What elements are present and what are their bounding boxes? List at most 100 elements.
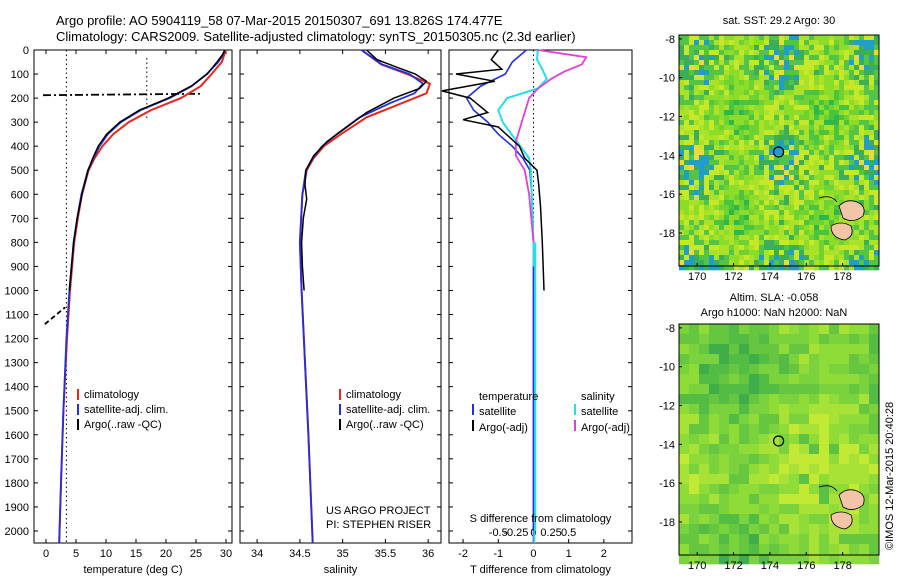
map-cell: [874, 35, 880, 41]
map-cell: [804, 145, 810, 151]
legend-label: climatology: [84, 389, 140, 401]
map-cell: [859, 145, 865, 151]
map-cell: [739, 190, 745, 196]
map-cell: [714, 180, 720, 186]
map-cell: [749, 60, 755, 66]
map-cell: [769, 170, 775, 176]
map-cell: [679, 130, 685, 136]
map-cell: [809, 160, 815, 166]
map-cell: [744, 165, 750, 171]
map-cell: [824, 230, 830, 236]
map-cell: [794, 225, 800, 231]
map-cell: [789, 324, 800, 335]
map-cell: [759, 514, 770, 525]
map-cell: [749, 444, 760, 455]
map-cell: [859, 344, 870, 355]
map-cell: [839, 190, 845, 196]
map-cell: [799, 80, 805, 86]
map-cell: [804, 140, 810, 146]
map-cell: [839, 150, 845, 156]
map-cell: [799, 35, 805, 41]
map-cell: [809, 100, 815, 106]
map-cell: [709, 80, 715, 86]
map-cell: [774, 190, 780, 196]
map-cell: [709, 85, 715, 91]
map-cell: [699, 265, 705, 271]
map-cell: [824, 245, 830, 251]
map-cell: [684, 110, 690, 116]
map-cell: [759, 364, 770, 375]
map-cell: [739, 70, 745, 76]
map-cell: [694, 170, 700, 176]
map-cell: [864, 105, 870, 111]
map-cell: [724, 110, 730, 116]
legend-label: satellite-adj. clim.: [346, 404, 430, 416]
map-cell: [744, 160, 750, 166]
map-cell: [774, 35, 780, 41]
map-cell: [874, 180, 880, 186]
map-cell: [824, 75, 830, 81]
map-cell: [779, 220, 785, 226]
map-cell: [739, 35, 745, 41]
map-cell: [699, 150, 705, 156]
map-cell: [709, 185, 715, 191]
map-cell: [854, 160, 860, 166]
map-cell: [849, 255, 855, 261]
map-cell: [724, 135, 730, 141]
map-cell: [719, 334, 730, 345]
map-cell: [864, 100, 870, 106]
map-cell: [829, 75, 835, 81]
map-cell: [744, 100, 750, 106]
map-cell: [849, 260, 855, 266]
map-cell: [794, 190, 800, 196]
map-cell: [714, 60, 720, 66]
map-cell: [689, 90, 695, 96]
map-cell: [709, 175, 715, 181]
map-cell: [719, 115, 725, 121]
map-cell: [824, 200, 830, 206]
map-cell: [679, 200, 685, 206]
map-cell: [869, 50, 875, 56]
map-cell: [739, 195, 745, 201]
map-cell: [694, 145, 700, 151]
map-cell: [714, 200, 720, 206]
map-cell: [694, 160, 700, 166]
map-cell: [799, 75, 805, 81]
map-cell: [724, 165, 730, 171]
map-cell: [849, 434, 860, 445]
map-cell: [709, 120, 715, 126]
map-cell: [684, 175, 690, 181]
map-cell: [839, 484, 850, 495]
map-cell: [849, 120, 855, 126]
map-cell: [849, 175, 855, 181]
map-cell: [794, 250, 800, 256]
map-cell: [824, 265, 830, 271]
map-cell: [804, 50, 810, 56]
map-cell: [789, 265, 795, 271]
map-cell: [684, 205, 690, 211]
map-cell: [769, 494, 780, 505]
map-cell: [824, 225, 830, 231]
map-cell: [699, 225, 705, 231]
map-cell: [854, 90, 860, 96]
map-cell: [789, 484, 800, 495]
map-cell: [859, 195, 865, 201]
map-cell: [709, 265, 715, 271]
map-cell: [849, 60, 855, 66]
map-cell: [734, 205, 740, 211]
map-cell: [759, 135, 765, 141]
map-cell: [829, 230, 835, 236]
map-cell: [814, 130, 820, 136]
map-cell: [849, 250, 855, 256]
map-cell: [844, 145, 850, 151]
map-cell: [719, 484, 730, 495]
map-cell: [784, 245, 790, 251]
map-cell: [734, 135, 740, 141]
map-cell: [869, 394, 880, 405]
map-cell: [819, 90, 825, 96]
map-cell: [729, 245, 735, 251]
map-cell: [734, 200, 740, 206]
map-cell: [769, 155, 775, 161]
map-cell: [694, 95, 700, 101]
map-cell: [689, 404, 700, 415]
